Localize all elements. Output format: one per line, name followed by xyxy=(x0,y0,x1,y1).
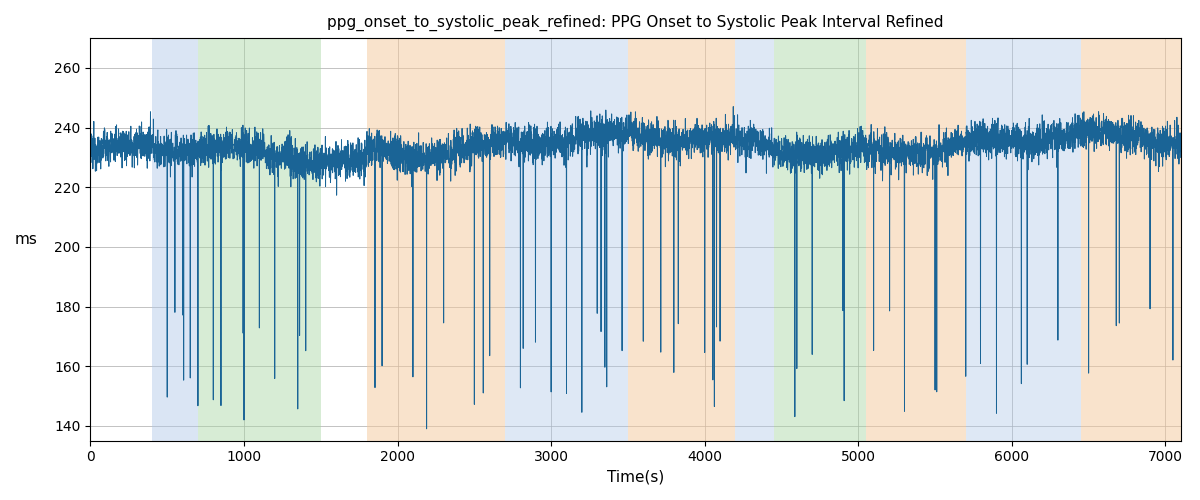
Bar xyxy=(736,38,774,440)
Bar xyxy=(198,38,320,440)
Title: ppg_onset_to_systolic_peak_refined: PPG Onset to Systolic Peak Interval Refined: ppg_onset_to_systolic_peak_refined: PPG … xyxy=(328,15,943,31)
Y-axis label: ms: ms xyxy=(14,232,38,247)
Bar xyxy=(1081,38,1196,440)
Bar xyxy=(866,38,966,440)
Bar xyxy=(505,38,628,440)
Bar xyxy=(628,38,736,440)
Bar xyxy=(966,38,1081,440)
Bar xyxy=(367,38,505,440)
X-axis label: Time(s): Time(s) xyxy=(607,470,664,485)
Bar xyxy=(152,38,198,440)
Bar xyxy=(774,38,866,440)
